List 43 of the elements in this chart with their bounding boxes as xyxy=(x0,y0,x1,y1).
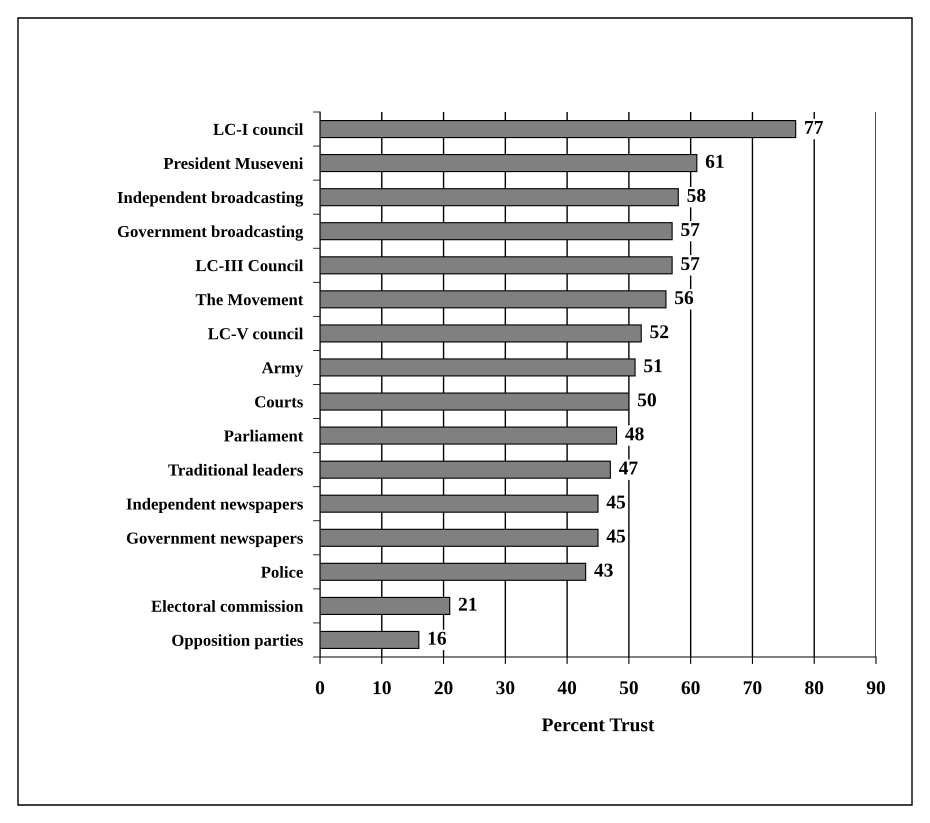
y-tick-label: Independent broadcasting xyxy=(118,191,304,207)
data-label: 16 xyxy=(428,632,446,645)
data-label: 43 xyxy=(594,564,613,577)
y-tick-label: Independent newspapers xyxy=(126,498,303,514)
y-tick-label: Opposition parties xyxy=(172,634,303,650)
data-label: 50 xyxy=(638,393,656,406)
data-label: 21 xyxy=(458,598,477,611)
x-tick-label: 0 xyxy=(316,681,324,694)
y-tick-label: Army xyxy=(262,362,304,377)
data-label: 48 xyxy=(625,427,644,440)
x-tick-label: 30 xyxy=(496,681,514,694)
y-tick-label: LC-V council xyxy=(208,328,304,340)
x-tick-label: 80 xyxy=(805,681,824,694)
y-tick-label: Courts xyxy=(255,396,303,408)
y-tick-label: The Movement xyxy=(196,294,304,306)
x-tick-label: 20 xyxy=(434,681,453,694)
data-label: 52 xyxy=(650,325,668,338)
data-label: 77 xyxy=(805,120,823,134)
data-label: 61 xyxy=(706,154,724,168)
data-label: 51 xyxy=(644,359,662,372)
x-axis-title: Percent Trust xyxy=(542,718,654,732)
y-tick-label: President Museveni xyxy=(164,157,304,170)
y-tick-label: LC-III Council xyxy=(196,260,304,272)
y-tick-label: Parliament xyxy=(224,430,304,442)
data-label: 45 xyxy=(606,530,626,543)
x-tick-label: 90 xyxy=(866,681,885,694)
data-label: 58 xyxy=(687,188,706,202)
y-tick-label: Traditional leaders xyxy=(168,464,303,476)
data-label: 45 xyxy=(606,496,626,509)
x-tick-label: 60 xyxy=(682,681,700,694)
x-tick-label: 50 xyxy=(620,681,638,694)
data-label: 57 xyxy=(681,257,700,270)
y-tick-label: Government broadcasting xyxy=(118,225,304,241)
x-tick-label: 70 xyxy=(744,681,762,694)
x-tick-label: 10 xyxy=(374,681,391,694)
y-tick-label: Government newspapers xyxy=(126,532,303,548)
y-tick-label: LC-I council xyxy=(213,123,304,136)
y-tick-label: Electoral commission xyxy=(151,600,304,612)
data-label: 56 xyxy=(675,291,694,304)
data-label: 47 xyxy=(618,462,638,474)
x-tick-label: 40 xyxy=(558,681,576,694)
y-tick-label: Police xyxy=(261,566,303,578)
data-label: 57 xyxy=(681,223,700,236)
